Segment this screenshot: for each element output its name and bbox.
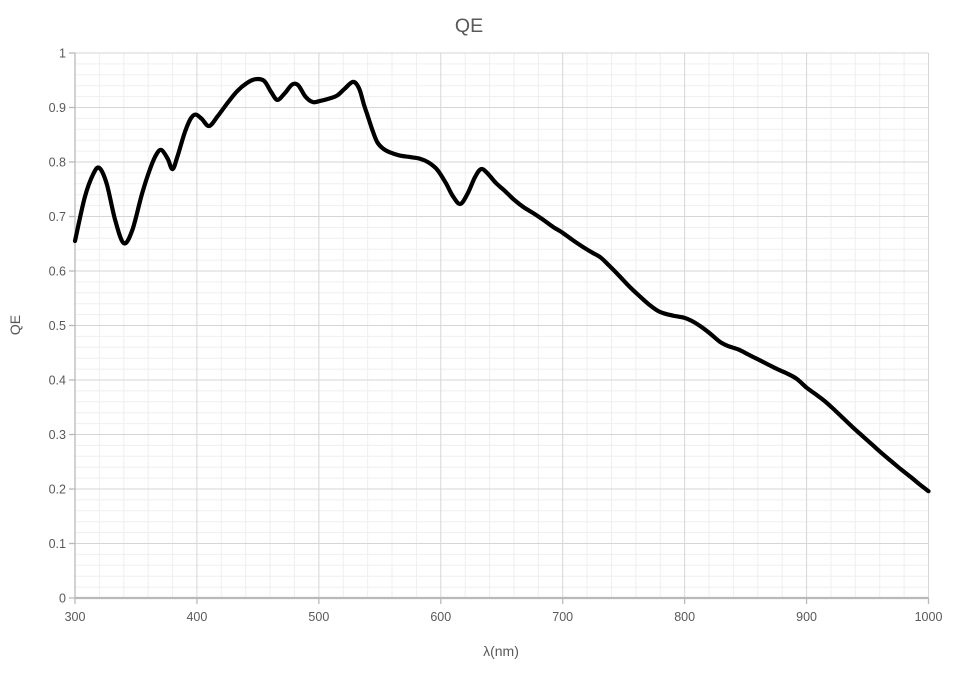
x-tick-label: 300 (65, 610, 86, 624)
x-tick-label: 700 (552, 610, 573, 624)
series-layer (72, 76, 931, 494)
y-axis-title: QE (7, 315, 23, 335)
y-tick-label: 0.3 (49, 428, 66, 442)
y-tick-labels: 0 0.1 0.2 0.3 0.4 0.5 0.6 0.7 0.8 0.9 1 (49, 47, 66, 606)
y-tick-label: 0.2 (49, 483, 66, 497)
y-tick-label: 0.6 (49, 265, 66, 279)
x-tick-label: 900 (796, 610, 817, 624)
x-axis-title: λ(nm) (483, 643, 519, 659)
y-tick-label: 0.8 (49, 156, 66, 170)
x-tick-label: 1000 (915, 610, 943, 624)
major-gridlines (74, 52, 929, 599)
y-tick-label: 0.5 (49, 319, 66, 333)
x-tick-label: 500 (308, 610, 329, 624)
x-tick-labels: 300 400 500 600 700 800 900 1000 (65, 610, 943, 624)
y-tick-label: 1 (59, 47, 66, 61)
x-tick-label: 400 (186, 610, 207, 624)
y-tick-label: 0.7 (49, 210, 66, 224)
y-tick-label: 0.1 (49, 537, 66, 551)
qe-curve (72, 76, 931, 494)
x-tick-label: 800 (674, 610, 695, 624)
axis-ticks (69, 52, 930, 604)
x-tick-label: 600 (430, 610, 451, 624)
chart-title: QE (455, 15, 483, 37)
y-tick-label: 0 (59, 592, 66, 606)
y-tick-label: 0.4 (49, 374, 66, 388)
y-tick-label: 0.9 (49, 101, 66, 115)
